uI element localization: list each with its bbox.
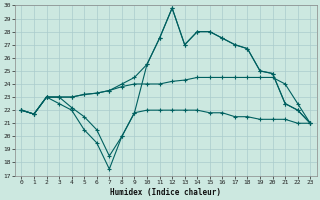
X-axis label: Humidex (Indice chaleur): Humidex (Indice chaleur): [110, 188, 221, 197]
